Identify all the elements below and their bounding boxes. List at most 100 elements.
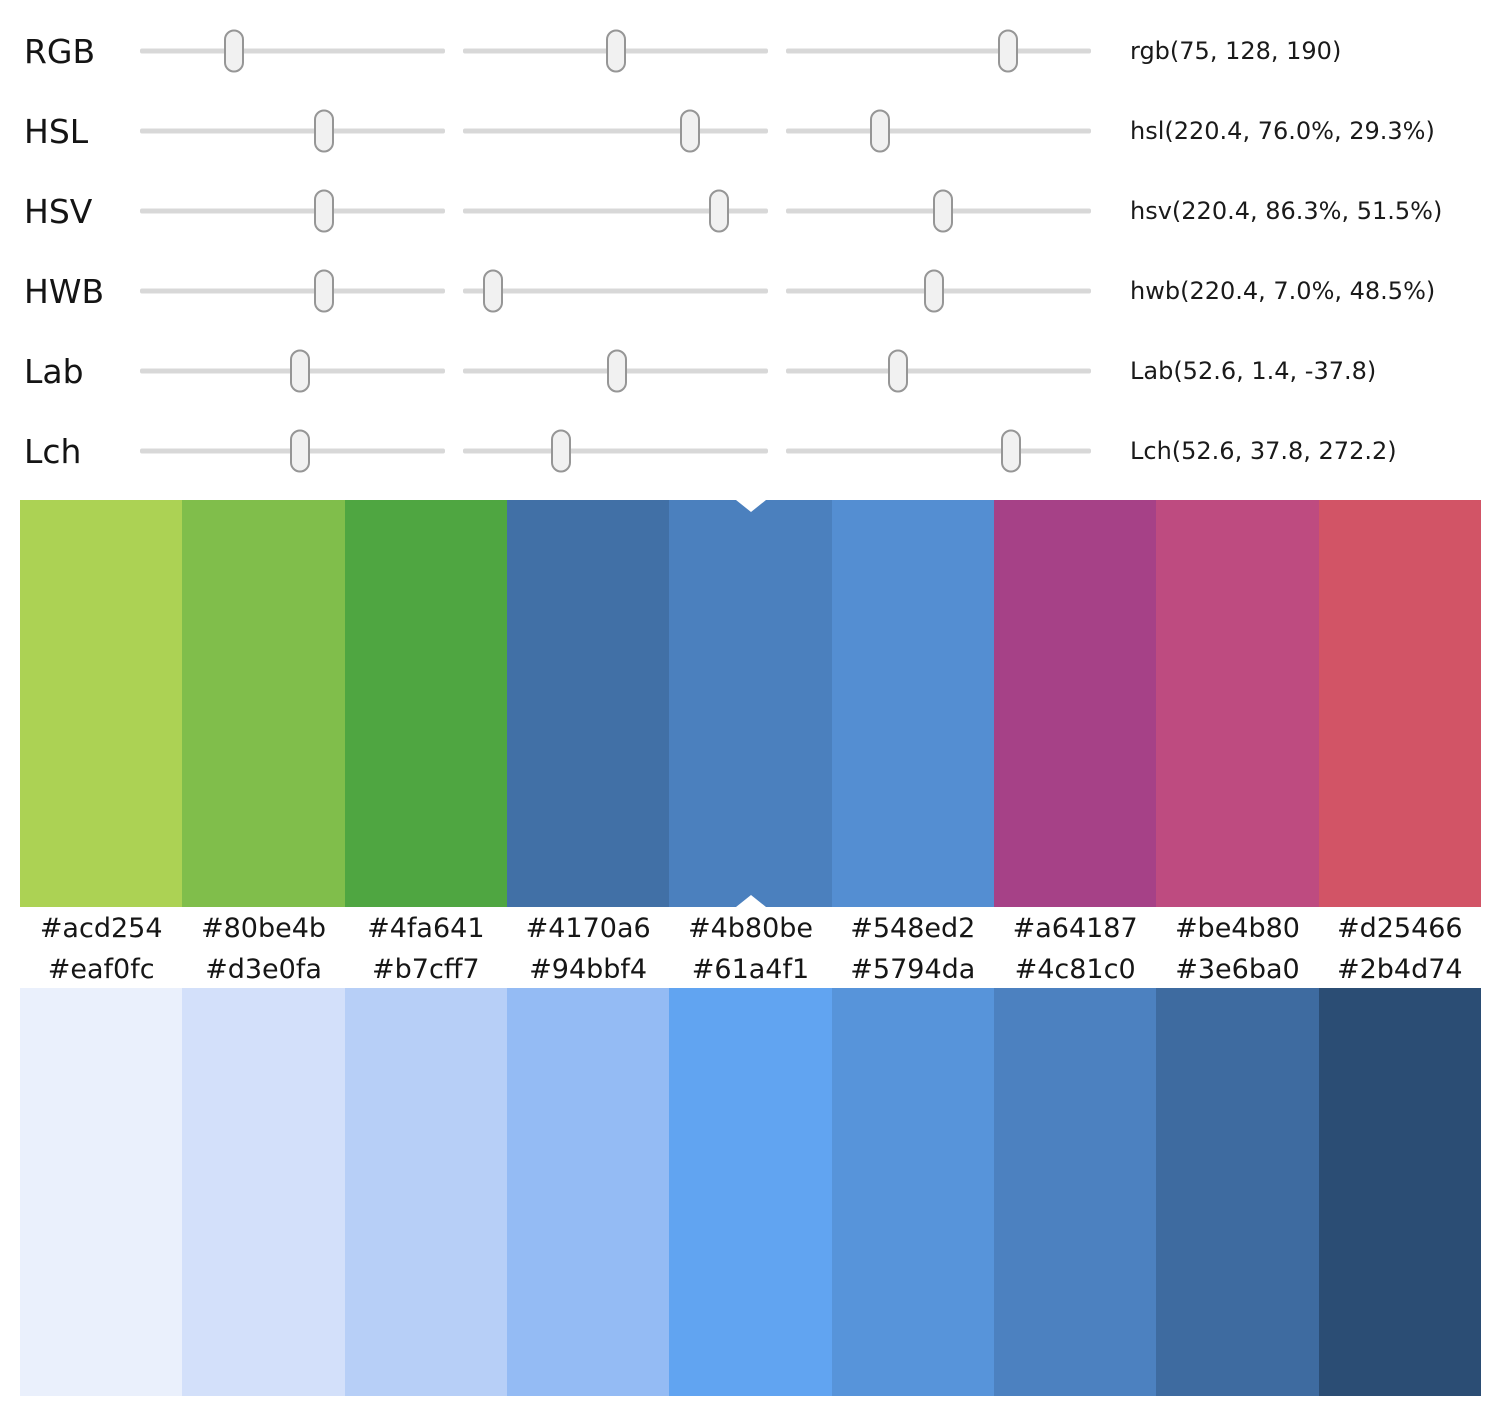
hex-label: #3e6ba0 (1175, 953, 1300, 985)
rgb-slider-3[interactable] (786, 11, 1091, 91)
slider-thumb[interactable] (289, 429, 310, 473)
hwb-row-label: HWB (24, 271, 105, 311)
slider-thumb[interactable] (606, 29, 627, 73)
harmony-swatch-6[interactable] (831, 500, 994, 907)
harmony-swatch-7[interactable] (993, 500, 1157, 907)
slider-thumb[interactable] (932, 189, 953, 233)
hsl-slider-2[interactable] (463, 91, 768, 171)
lch-row-label: Lch (24, 431, 82, 471)
selected-swatch-caret-bottom-icon (735, 895, 766, 907)
lab-slider-1[interactable] (140, 331, 445, 411)
scale-swatch-1[interactable] (20, 988, 183, 1396)
scale-swatch-2[interactable] (182, 988, 345, 1396)
hex-label: #4170a6 (525, 913, 651, 944)
hsv-slider-row: HSV hsv(220.4, 86.3%, 51.5%) (0, 171, 1501, 251)
lab-slider-2[interactable] (463, 331, 768, 411)
slider-track (786, 448, 1091, 454)
hsv-value-text: hsv(220.4, 86.3%, 51.5%) (1130, 197, 1443, 225)
slider-thumb[interactable] (888, 349, 909, 393)
lab-slider-row: Lab Lab(52.6, 1.4, -37.8) (0, 331, 1501, 411)
slider-track (140, 208, 445, 214)
slider-thumb[interactable] (314, 189, 335, 233)
hex-label: #4c81c0 (1014, 953, 1136, 985)
hsv-slider-1[interactable] (140, 171, 445, 251)
slider-thumb[interactable] (708, 189, 729, 233)
slider-thumb[interactable] (223, 29, 244, 73)
scale-swatch-7[interactable] (993, 988, 1157, 1396)
hex-label: #b7cff7 (372, 953, 480, 985)
slider-track (463, 128, 768, 134)
slider-thumb[interactable] (550, 429, 571, 473)
slider-track (463, 288, 768, 294)
slider-thumb[interactable] (606, 349, 627, 393)
hex-label: #2b4d74 (1336, 953, 1463, 985)
hwb-slider-row: HWB hwb(220.4, 7.0%, 48.5%) (0, 251, 1501, 331)
hwb-value-text: hwb(220.4, 7.0%, 48.5%) (1130, 277, 1436, 305)
hsl-value-text: hsl(220.4, 76.0%, 29.3%) (1130, 117, 1435, 145)
lch-value-text: Lch(52.6, 37.8, 272.2) (1130, 437, 1397, 465)
slider-thumb[interactable] (314, 269, 335, 313)
rgb-slider-1[interactable] (140, 11, 445, 91)
hsv-slider-2[interactable] (463, 171, 768, 251)
rgb-row-label: RGB (24, 31, 96, 71)
hwb-slider-1[interactable] (140, 251, 445, 331)
scale-swatch-6[interactable] (831, 988, 994, 1396)
harmony-swatch-2[interactable] (182, 500, 345, 907)
lch-slider-3[interactable] (786, 411, 1091, 491)
slider-thumb[interactable] (1001, 429, 1022, 473)
scale-swatch-3[interactable] (344, 988, 507, 1396)
hex-label: #be4b80 (1174, 913, 1300, 944)
hex-label: #5794da (850, 953, 976, 985)
slider-track (786, 368, 1091, 374)
harmony-swatch-5-selected[interactable] (669, 500, 832, 907)
hsv-slider-3[interactable] (786, 171, 1091, 251)
hex-label: #548ed2 (850, 913, 976, 944)
lch-slider-2[interactable] (463, 411, 768, 491)
harmony-swatch-8[interactable] (1156, 500, 1319, 907)
selected-swatch-caret-top-icon (735, 500, 766, 512)
hsl-slider-1[interactable] (140, 91, 445, 171)
hex-label: #4b80be (687, 913, 813, 944)
slider-track (786, 48, 1091, 54)
slider-thumb[interactable] (289, 349, 310, 393)
hsl-slider-3[interactable] (786, 91, 1091, 171)
rgb-value-text: rgb(75, 128, 190) (1130, 37, 1342, 65)
hsv-row-label: HSV (24, 191, 93, 231)
scale-swatch-9[interactable] (1318, 988, 1481, 1396)
slider-thumb[interactable] (869, 109, 890, 153)
slider-thumb[interactable] (679, 109, 700, 153)
tint-shade-palette (20, 988, 1481, 1396)
harmony-swatch-4[interactable] (506, 500, 670, 907)
slider-thumb[interactable] (998, 29, 1019, 73)
rgb-slider-2[interactable] (463, 11, 768, 91)
hex-label: #4fa641 (367, 913, 485, 944)
slider-thumb[interactable] (482, 269, 503, 313)
hex-label: #d25466 (1336, 913, 1463, 944)
harmony-swatch-3[interactable] (344, 500, 507, 907)
lab-value-text: Lab(52.6, 1.4, -37.8) (1130, 357, 1377, 385)
slider-thumb[interactable] (314, 109, 335, 153)
scale-swatch-5[interactable] (669, 988, 832, 1396)
hex-label: #a64187 (1012, 913, 1138, 944)
harmony-swatch-1[interactable] (20, 500, 183, 907)
lch-slider-1[interactable] (140, 411, 445, 491)
slider-track (786, 128, 1091, 134)
slider-thumb[interactable] (924, 269, 945, 313)
scale-swatch-4[interactable] (506, 988, 670, 1396)
slider-track (463, 448, 768, 454)
hex-label: #80be4b (200, 913, 327, 944)
hsl-slider-row: HSL hsl(220.4, 76.0%, 29.3%) (0, 91, 1501, 171)
color-sliders-panel: RGB rgb(75, 128, 190) HSL (0, 0, 1501, 491)
hwb-slider-3[interactable] (786, 251, 1091, 331)
harmony-swatch-9[interactable] (1318, 500, 1481, 907)
slider-track (140, 128, 445, 134)
rgb-slider-row: RGB rgb(75, 128, 190) (0, 11, 1501, 91)
hex-label: #acd254 (39, 913, 163, 944)
lab-slider-3[interactable] (786, 331, 1091, 411)
lab-row-label: Lab (24, 351, 84, 391)
hwb-slider-2[interactable] (463, 251, 768, 331)
slider-track (140, 48, 445, 54)
scale-swatch-8[interactable] (1156, 988, 1319, 1396)
lch-slider-row: Lch Lch(52.6, 37.8, 272.2) (0, 411, 1501, 491)
